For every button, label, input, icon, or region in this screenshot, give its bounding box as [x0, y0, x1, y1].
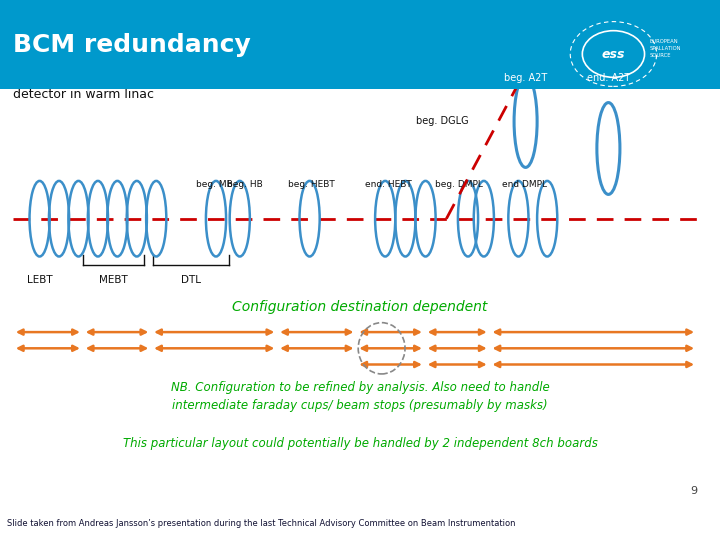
Text: This particular layout could potentially be handled by 2 independent 8ch boards: This particular layout could potentially…	[122, 437, 598, 450]
Text: 9: 9	[690, 486, 697, 496]
Text: MEBT: MEBT	[99, 275, 128, 286]
Text: end DMPL: end DMPL	[502, 180, 546, 189]
Text: Configuration destination dependent: Configuration destination dependent	[233, 300, 487, 314]
Text: end. A2T: end. A2T	[587, 72, 630, 83]
Text: BCM redundancy: BCM redundancy	[13, 32, 251, 57]
Text: LEBT: LEBT	[27, 275, 53, 286]
Text: ess: ess	[602, 48, 625, 60]
Text: beg. DGLG: beg. DGLG	[416, 117, 469, 126]
Text: Differential BCM is main loss
detector in warm linac: Differential BCM is main loss detector i…	[13, 70, 192, 101]
Bar	[0, 0, 720, 89]
Circle shape	[582, 31, 644, 77]
Text: beg. MB: beg. MB	[196, 180, 233, 189]
Text: NB. Configuration to be refined by analysis. Also need to handle
intermediate fa: NB. Configuration to be refined by analy…	[171, 381, 549, 411]
Text: DTL: DTL	[181, 275, 201, 286]
Text: EUROPEAN
SPALLATION
SOURCE: EUROPEAN SPALLATION SOURCE	[649, 39, 681, 58]
Text: end. HEBT: end. HEBT	[366, 180, 412, 189]
Text: beg. A2T: beg. A2T	[504, 72, 547, 83]
Text: Slide taken from Andreas Jansson’s presentation during the last Technical Adviso: Slide taken from Andreas Jansson’s prese…	[7, 519, 516, 529]
Text: beg. HEBT: beg. HEBT	[288, 180, 334, 189]
Text: beg. HB: beg. HB	[227, 180, 263, 189]
Text: beg. DMPL: beg. DMPL	[436, 180, 483, 189]
